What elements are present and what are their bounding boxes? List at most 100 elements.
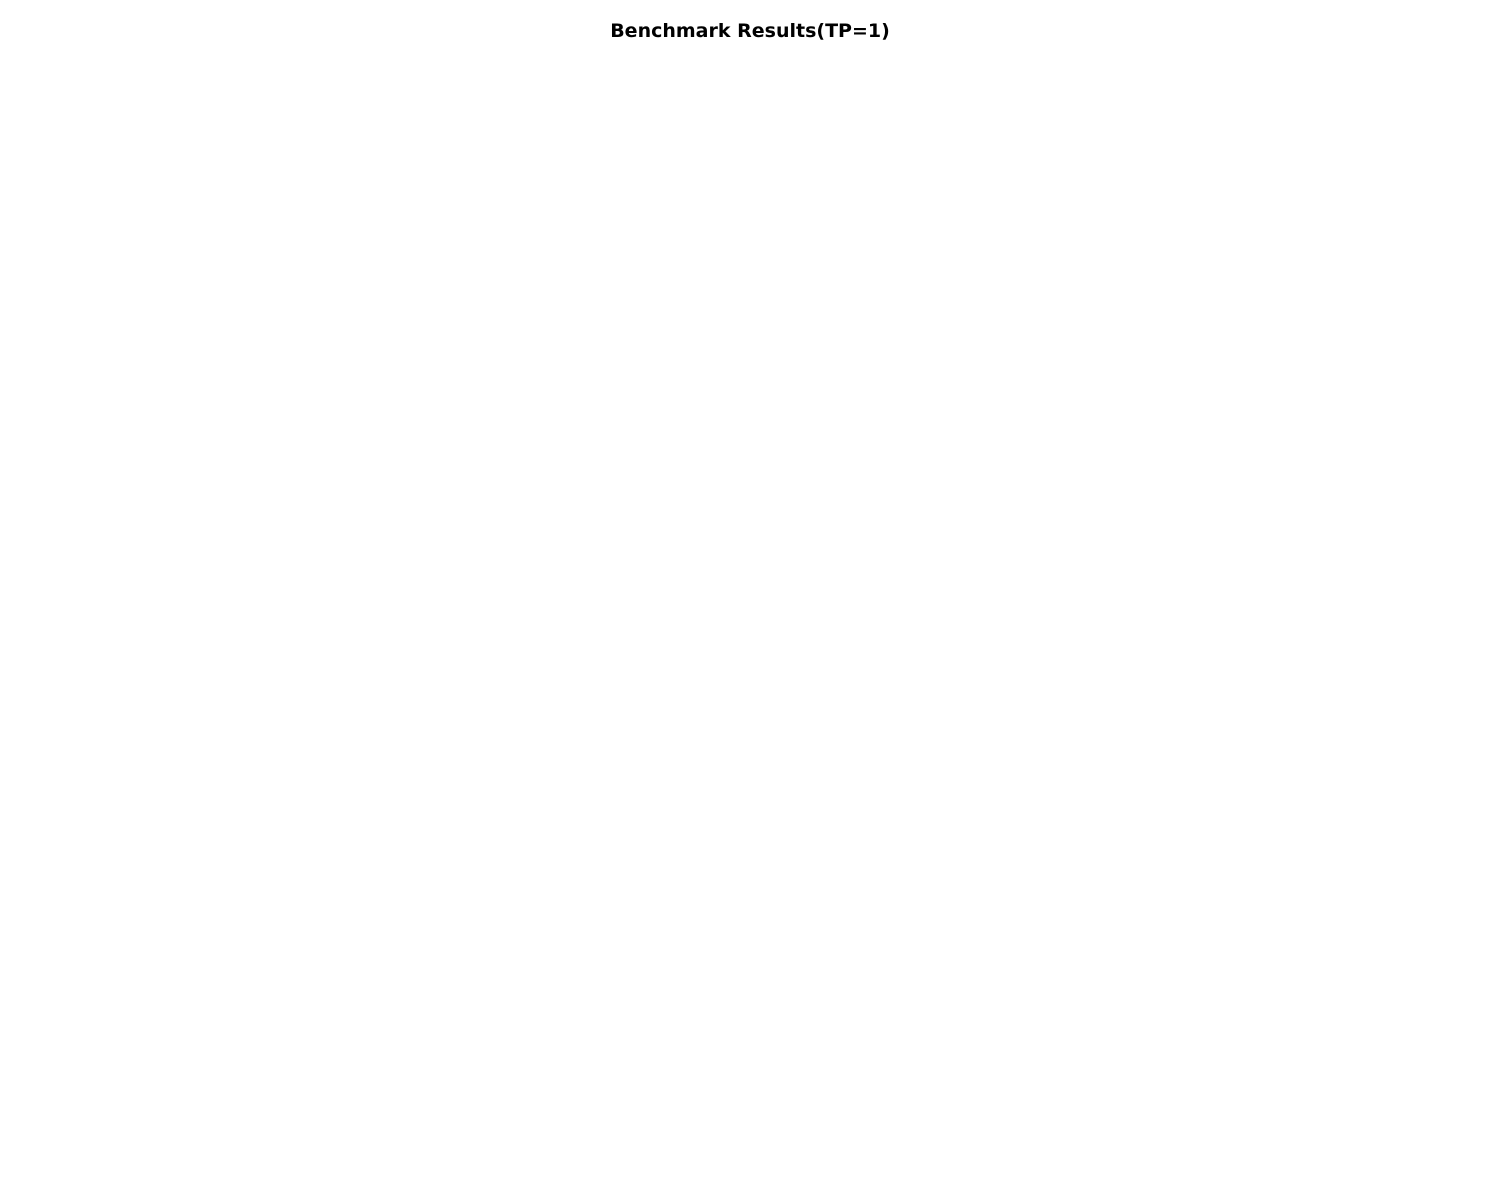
data-point [866,872,875,881]
data-point [1207,885,1216,894]
y-tick-label: 600 [55,389,74,400]
data-point [902,537,911,546]
y-tick-label: 3000 [796,283,821,294]
legend-label: Spec = 5 [877,681,936,696]
data-point [902,538,911,547]
legend-marker [634,1075,642,1083]
y-axis-label: TPOT Mean (ms) [14,845,28,945]
data-point [338,701,347,710]
data-point [119,501,128,510]
x-tick-label: 30 [1206,1150,1219,1161]
x-axis-label: Concurrency [1119,597,1195,611]
y-tick-label: 10000 [789,663,821,674]
x-tick-label: 50 [1450,577,1463,588]
y-tick-label: 8000 [796,791,821,802]
x-tick-label: 30 [1206,577,1219,588]
axes-frame [80,646,739,1142]
series-line-baseline [110,94,709,546]
data-point [119,1109,128,1118]
subplot-2: 0 10 20 30 40 50 0 1000 2000 3000 4000 5000 TTFT vs … [762,53,1487,611]
legend-marker [103,130,111,138]
legend: Baseline Spec = 5 Spec = 3 [833,79,948,149]
legend-marker [850,704,858,712]
legend-label: Spec = 5 [661,1094,720,1109]
y-tick-label: 1000 [49,278,74,289]
data-point [460,248,469,257]
data-point [119,736,128,745]
data-point [902,867,911,876]
series-line-spec5 [857,669,1457,1120]
data-point [1207,519,1216,528]
y-tick-label: 1000 [796,458,821,469]
x-tick-label: 20 [1083,1150,1096,1161]
legend-label: Spec = 3 [877,702,936,717]
data-point [582,207,591,216]
data-point [119,528,128,537]
data-point [853,1101,862,1110]
data-point [582,679,591,688]
legend-label: Spec = 3 [877,128,936,143]
y-axis-label: E2E Latency Mean (ms) [762,823,776,965]
data-point [704,930,713,939]
data-point [704,665,713,674]
x-tick-label: 10 [214,577,227,588]
data-point [338,215,347,224]
y-tick-label: 200 [55,499,74,510]
data-point [704,91,713,100]
data-point [460,210,469,219]
x-tick-label: 0 [843,577,849,588]
data-point [704,901,713,910]
data-point [338,981,347,990]
data-point [1330,780,1339,789]
data-point [853,540,862,549]
y-tick-label: 0 [68,554,74,565]
y-tick-label: 5000 [796,983,821,994]
data-point [853,877,862,886]
data-point [1330,235,1339,244]
legend-marker [850,88,858,96]
data-point [1085,531,1094,540]
data-point [216,1093,225,1102]
data-point [1085,1018,1094,1027]
x-tick-label: 0 [95,577,101,588]
data-point [460,218,469,227]
data-point [106,541,115,550]
data-point [155,1104,164,1113]
y-axis-label: Total Token Throughput [14,250,28,391]
data-point [704,221,713,230]
data-point [902,538,911,547]
legend-label: Spec = 5 [130,107,189,122]
axes-frame [80,72,739,569]
data-point [460,916,469,925]
x-axis-label: Concurrency [372,1170,448,1184]
legend-marker [634,1117,642,1125]
figure-title: Benchmark Results(TP=1) [610,20,890,42]
legend-label: Baseline [130,86,185,101]
data-point [963,536,972,545]
data-point [1452,802,1461,811]
series-line-spec3 [857,676,1457,1107]
data-point [853,540,862,549]
y-tick-label: 800 [55,334,74,345]
legend-label: Baseline [877,660,932,675]
subplot-4: 0 10 20 30 40 50 3000 4000 5000 6000 7000 8000 9000 1… [762,627,1487,1184]
data-point [963,1090,972,1099]
x-tick-label: 10 [214,1150,227,1161]
data-point [582,889,591,898]
x-tick-label: 50 [702,577,715,588]
legend-box [617,1066,732,1136]
axes-frame [827,72,1487,569]
data-point [866,538,875,547]
data-point [216,1076,225,1085]
data-point [155,428,164,437]
y-tick-label: 6000 [796,919,821,930]
subplot-3: 0 10 20 30 40 50 15 20 25 30 35 TPOT vs Concurrency… [14,627,739,1184]
x-axis-label: Concurrency [372,597,448,611]
y-tick-label: 400 [55,444,74,455]
y-tick-label: 3000 [796,1111,821,1122]
y-tick-label: 30 [61,765,74,776]
series-line-spec3 [110,919,709,1097]
x-tick-label: 40 [580,1150,593,1161]
data-point [1452,665,1461,674]
